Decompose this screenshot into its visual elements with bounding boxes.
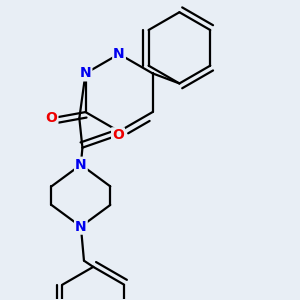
- Text: N: N: [75, 158, 87, 172]
- Text: N: N: [113, 47, 125, 61]
- Text: N: N: [80, 66, 91, 80]
- Text: O: O: [46, 111, 57, 125]
- Text: N: N: [75, 220, 87, 234]
- Text: O: O: [112, 128, 124, 142]
